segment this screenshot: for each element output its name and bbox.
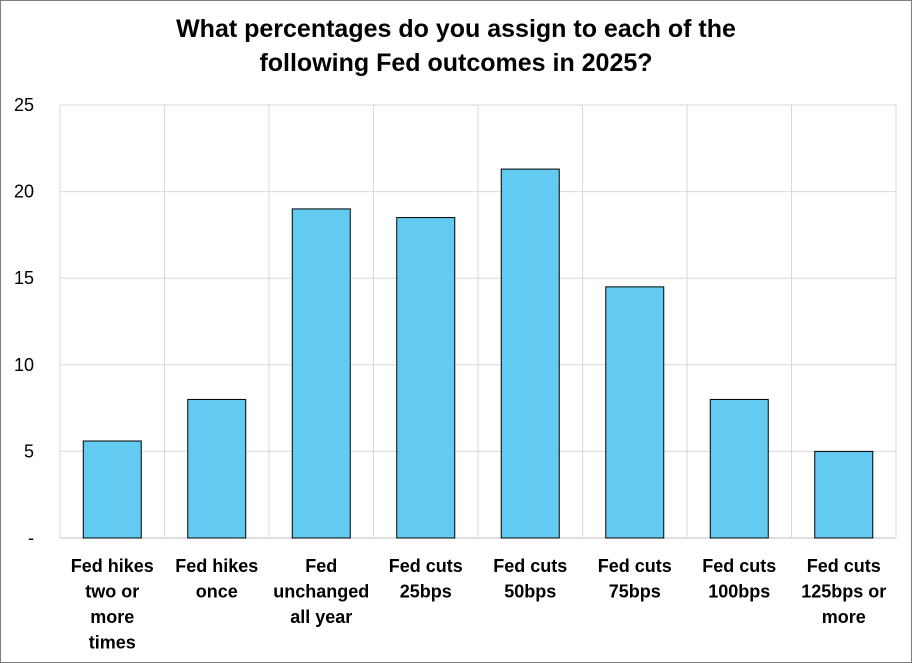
y-tick-label: 25 xyxy=(14,95,34,115)
chart-title-line-1: What percentages do you assign to each o… xyxy=(176,15,736,43)
bar xyxy=(500,168,560,539)
y-tick-label: 5 xyxy=(24,441,34,461)
y-tick-label: - xyxy=(28,528,34,548)
x-tick-label: Fed cuts 25bps xyxy=(389,556,463,602)
x-tick-label: Fed cuts 125bps or more xyxy=(801,556,886,627)
x-tick-label: Fed hikes once xyxy=(175,556,258,602)
x-axis-labels: Fed hikes two or more times Fed hikes once Fed… xyxy=(71,556,887,653)
x-tick-label: Fed cuts 50bps xyxy=(493,556,567,602)
y-axis-ticks: - 5 10 15 20 25 xyxy=(14,95,34,548)
bar xyxy=(709,398,769,539)
bar xyxy=(814,450,874,539)
x-tick-label: Fed hikes two or more times xyxy=(71,556,154,653)
y-tick-label: 10 xyxy=(14,355,34,375)
bar xyxy=(605,286,665,539)
chart-title: What percentages do you assign to each o… xyxy=(0,12,912,80)
x-tick-label: Fed cuts 75bps xyxy=(598,556,672,602)
y-tick-label: 20 xyxy=(14,182,34,202)
bar xyxy=(291,208,351,539)
x-tick-label: Fed cuts 100bps xyxy=(702,556,776,602)
bar xyxy=(187,398,247,539)
bar xyxy=(82,440,142,539)
chart-title-line-2: following Fed outcomes in 2025? xyxy=(259,49,653,77)
y-tick-label: 15 xyxy=(14,268,34,288)
bar xyxy=(396,217,456,539)
x-tick-label: Fed unchanged all year xyxy=(273,556,369,627)
bar-layer xyxy=(82,168,874,539)
grid-layer xyxy=(59,104,897,539)
